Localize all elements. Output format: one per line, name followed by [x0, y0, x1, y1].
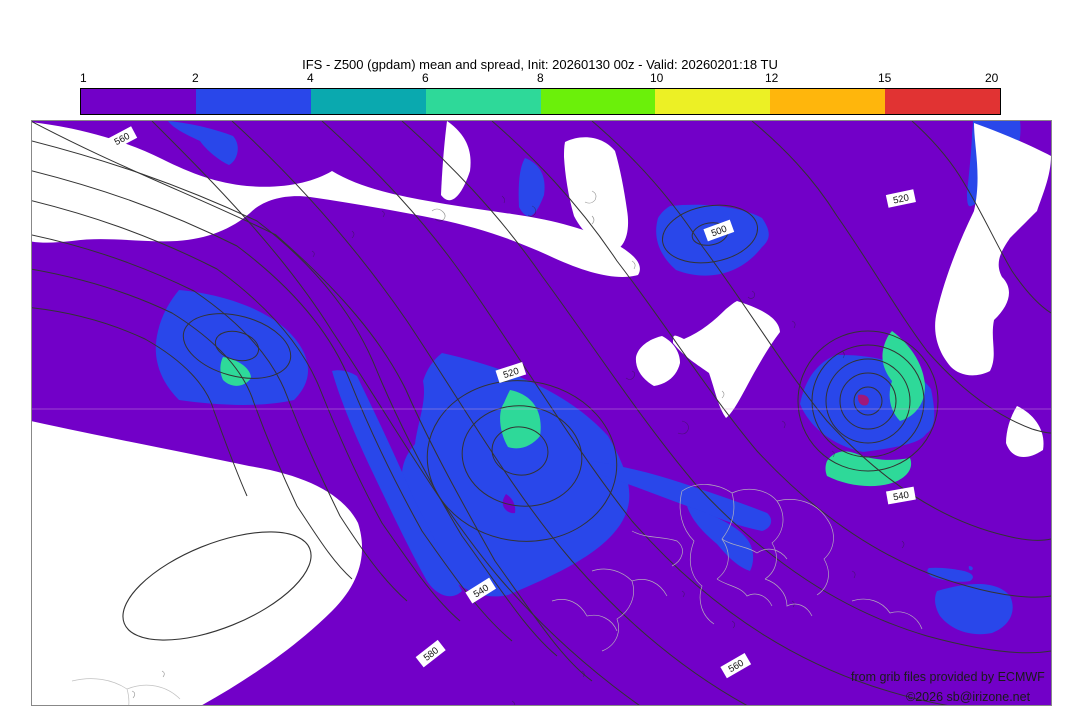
- svg-text:©2026 sb@irizone.net: ©2026 sb@irizone.net: [906, 690, 1031, 704]
- svg-text:from grib files provided by EC: from grib files provided by ECMWF: [851, 670, 1045, 684]
